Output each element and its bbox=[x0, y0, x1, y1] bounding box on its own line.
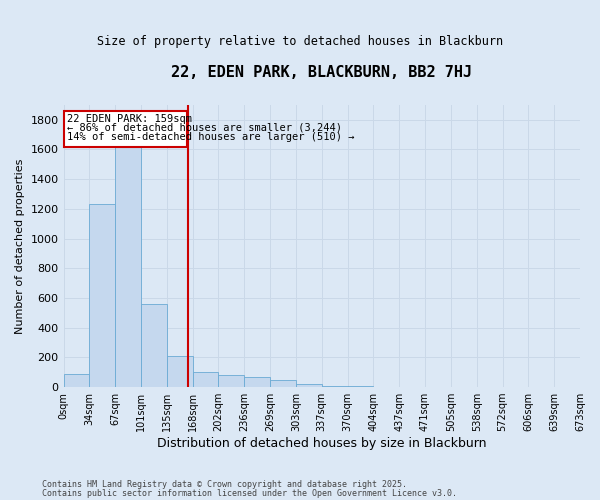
Bar bbox=[270, 380, 296, 387]
Y-axis label: Number of detached properties: Number of detached properties bbox=[15, 158, 25, 334]
X-axis label: Distribution of detached houses by size in Blackburn: Distribution of detached houses by size … bbox=[157, 437, 487, 450]
Title: 22, EDEN PARK, BLACKBURN, BB2 7HJ: 22, EDEN PARK, BLACKBURN, BB2 7HJ bbox=[171, 65, 472, 80]
Bar bbox=[218, 375, 244, 387]
Bar bbox=[64, 374, 89, 387]
Bar bbox=[244, 376, 270, 387]
Text: Contains public sector information licensed under the Open Government Licence v3: Contains public sector information licen… bbox=[42, 490, 457, 498]
Text: Size of property relative to detached houses in Blackburn: Size of property relative to detached ho… bbox=[97, 35, 503, 48]
Bar bbox=[347, 386, 373, 387]
Bar bbox=[296, 384, 322, 387]
Bar bbox=[167, 356, 193, 387]
Bar bbox=[141, 304, 167, 387]
Bar bbox=[193, 372, 218, 387]
Bar bbox=[322, 386, 347, 387]
Text: ← 86% of detached houses are smaller (3,244): ← 86% of detached houses are smaller (3,… bbox=[67, 122, 342, 132]
Bar bbox=[64, 112, 187, 147]
Bar bbox=[89, 204, 115, 387]
Bar bbox=[115, 146, 141, 387]
Text: 22 EDEN PARK: 159sqm: 22 EDEN PARK: 159sqm bbox=[67, 114, 192, 124]
Text: Contains HM Land Registry data © Crown copyright and database right 2025.: Contains HM Land Registry data © Crown c… bbox=[42, 480, 407, 489]
Text: 14% of semi-detached houses are larger (510) →: 14% of semi-detached houses are larger (… bbox=[67, 132, 355, 142]
